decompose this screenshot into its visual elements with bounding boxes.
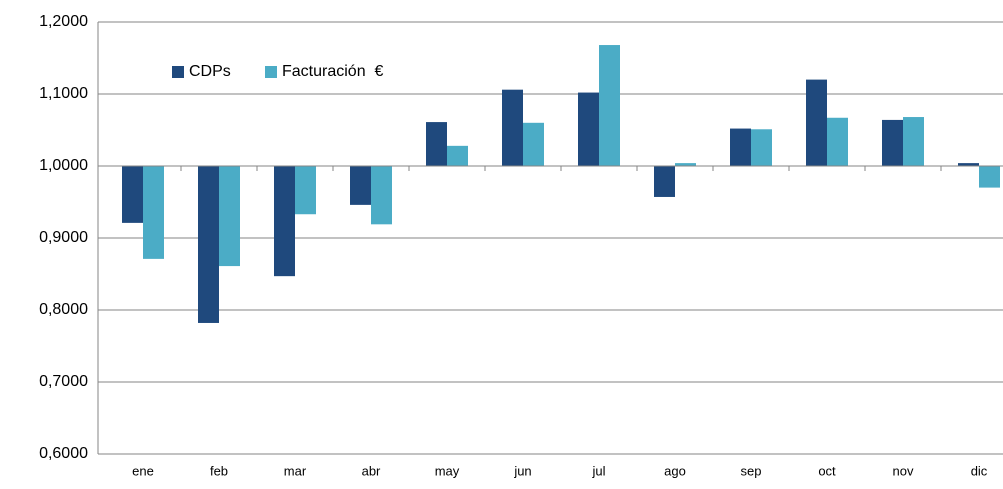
bar <box>523 122 544 166</box>
y-tick-label: 0,8000 <box>39 301 88 318</box>
x-tick-label: sep <box>741 463 762 478</box>
bar <box>426 122 447 166</box>
bar <box>903 117 924 166</box>
bar <box>730 128 751 166</box>
legend-label: Facturación € <box>282 63 383 80</box>
bar <box>751 129 772 166</box>
x-tick-label: ago <box>664 463 686 478</box>
bar <box>219 166 240 267</box>
y-tick-label: 0,7000 <box>39 373 88 390</box>
bar <box>295 166 316 215</box>
legend-label: CDPs <box>189 63 231 80</box>
bar <box>827 117 848 166</box>
y-tick-label: 1,0000 <box>39 157 88 174</box>
x-tick-label: feb <box>210 463 228 478</box>
x-tick-label: mar <box>284 463 307 478</box>
bar <box>806 79 827 166</box>
bar <box>274 166 295 277</box>
bar <box>958 163 979 166</box>
legend-swatch <box>265 66 277 78</box>
y-tick-label: 0,9000 <box>39 229 88 246</box>
bar <box>371 166 392 225</box>
x-tick-label: jul <box>591 463 605 478</box>
bar <box>143 166 164 259</box>
x-tick-label: abr <box>362 463 381 478</box>
bar <box>654 166 675 197</box>
y-tick-label: 0,6000 <box>39 445 88 462</box>
x-tick-label: ene <box>132 463 154 478</box>
bar <box>122 166 143 223</box>
x-tick-label: nov <box>893 463 914 478</box>
x-tick-label: dic <box>971 463 988 478</box>
legend-swatch <box>172 66 184 78</box>
y-tick-label: 1,2000 <box>39 13 88 30</box>
bar <box>502 89 523 166</box>
bar <box>675 163 696 166</box>
bar <box>578 92 599 166</box>
bar <box>198 166 219 323</box>
x-tick-label: may <box>435 463 460 478</box>
bar <box>447 145 468 166</box>
x-tick-label: jun <box>513 463 531 478</box>
bar <box>979 166 1000 188</box>
x-tick-label: oct <box>818 463 836 478</box>
bar <box>350 166 371 205</box>
bar <box>882 119 903 166</box>
y-tick-label: 1,1000 <box>39 85 88 102</box>
bar <box>599 45 620 166</box>
